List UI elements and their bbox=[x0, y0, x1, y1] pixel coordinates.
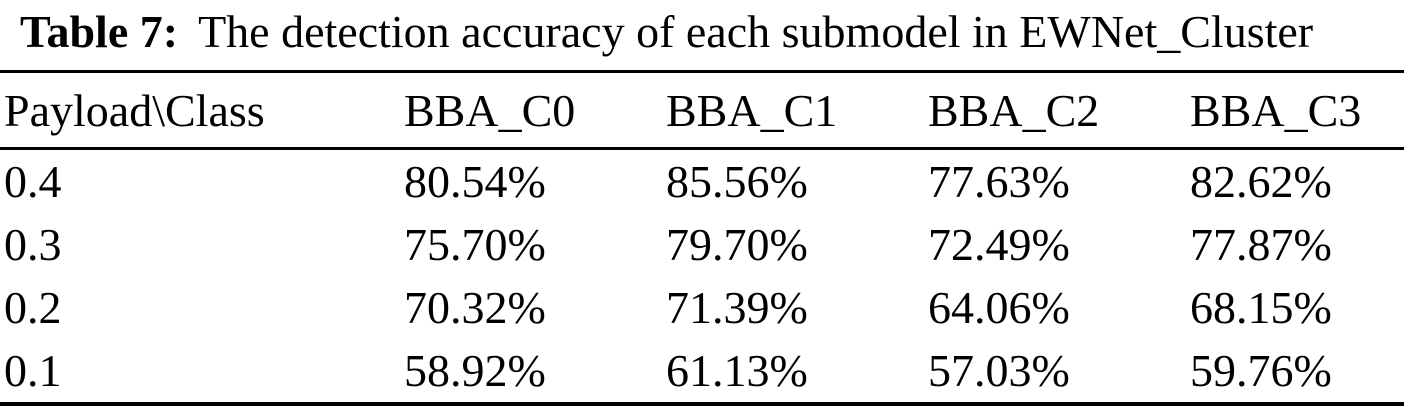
accuracy-cell: 85.56% bbox=[666, 156, 808, 207]
column-header-bba-c2: BBA_C2 bbox=[928, 84, 1100, 136]
paper-table-figure: Table 7: The detection accuracy of each s… bbox=[0, 6, 1404, 418]
accuracy-cell: 72.49% bbox=[928, 219, 1070, 270]
table-caption: Table 7: The detection accuracy of each s… bbox=[20, 6, 1404, 58]
column-header-bba-c0: BBA_C0 bbox=[404, 84, 576, 136]
payload-cell: 0.1 bbox=[4, 345, 62, 396]
payload-cell: 0.4 bbox=[4, 156, 62, 207]
table-caption-text: The detection accuracy of each submodel … bbox=[198, 6, 1314, 57]
table-row-payload-0.2: 0.2 70.32% 71.39% 64.06% 68.15% bbox=[0, 276, 1404, 339]
payload-cell: 0.3 bbox=[4, 219, 62, 270]
accuracy-cell: 64.06% bbox=[928, 282, 1070, 333]
column-header-bba-c1: BBA_C1 bbox=[666, 84, 838, 136]
accuracy-cell: 79.70% bbox=[666, 219, 808, 270]
accuracy-cell: 75.70% bbox=[404, 219, 546, 270]
accuracy-cell: 77.87% bbox=[1190, 219, 1332, 270]
column-header-payload-class: Payload\Class bbox=[4, 84, 265, 136]
table-header-row: Payload\Class BBA_C0 BBA_C1 BBA_C2 BBA_C… bbox=[0, 72, 1404, 149]
accuracy-cell: 68.15% bbox=[1190, 282, 1332, 333]
table-caption-label: Table 7: bbox=[20, 6, 179, 57]
table-row-payload-0.3: 0.3 75.70% 79.70% 72.49% 77.87% bbox=[0, 213, 1404, 276]
accuracy-cell: 58.92% bbox=[404, 345, 546, 396]
accuracy-cell: 71.39% bbox=[666, 282, 808, 333]
accuracy-cell: 82.62% bbox=[1190, 156, 1332, 207]
column-header-bba-c3: BBA_C3 bbox=[1190, 84, 1362, 136]
accuracy-cell: 77.63% bbox=[928, 156, 1070, 207]
accuracy-cell: 70.32% bbox=[404, 282, 546, 333]
payload-cell: 0.2 bbox=[4, 282, 62, 333]
table-row-payload-0.1: 0.1 58.92% 61.13% 57.03% 59.76% bbox=[0, 339, 1404, 404]
accuracy-cell: 59.76% bbox=[1190, 345, 1332, 396]
accuracy-cell: 57.03% bbox=[928, 345, 1070, 396]
detection-accuracy-table: Payload\Class BBA_C0 BBA_C1 BBA_C2 BBA_C… bbox=[0, 70, 1404, 406]
table-row-payload-0.4: 0.4 80.54% 85.56% 77.63% 82.62% bbox=[0, 149, 1404, 214]
accuracy-cell: 61.13% bbox=[666, 345, 808, 396]
accuracy-cell: 80.54% bbox=[404, 156, 546, 207]
